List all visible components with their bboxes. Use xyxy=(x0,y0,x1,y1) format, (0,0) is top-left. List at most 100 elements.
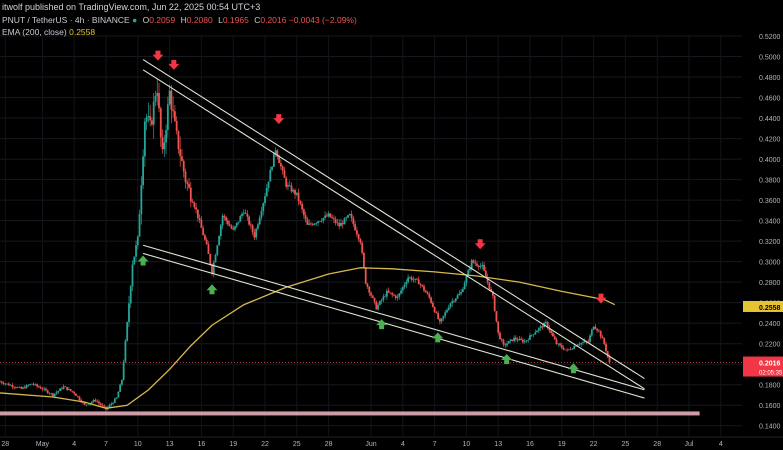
candle-body xyxy=(460,291,462,294)
time-tick-label: 25 xyxy=(622,441,630,448)
support-level-line xyxy=(0,411,700,416)
candle-body xyxy=(311,224,314,225)
candle-body xyxy=(546,321,549,328)
candle-body xyxy=(99,403,102,405)
candle-body xyxy=(439,318,441,322)
price-tick-label: 0.3000 xyxy=(759,260,781,267)
candle-body xyxy=(567,349,570,351)
price-tick-label: 0.2800 xyxy=(759,280,781,287)
candle-body xyxy=(527,339,530,341)
candle-body xyxy=(596,328,599,331)
candle-body xyxy=(502,340,505,345)
price-tick-label: 0.3400 xyxy=(759,219,781,226)
low-value: 0.1965 xyxy=(222,15,249,25)
candle-body xyxy=(119,384,122,392)
candle-body xyxy=(45,388,47,391)
down-arrow-marker xyxy=(595,293,607,304)
candle-body xyxy=(90,401,93,404)
candle-body xyxy=(308,223,311,225)
candles-group xyxy=(0,79,611,412)
candle-body xyxy=(419,284,422,285)
candle-body xyxy=(113,398,116,403)
candle-body xyxy=(437,312,440,319)
candle-body xyxy=(110,403,113,405)
candle-body xyxy=(484,270,487,277)
candle-body xyxy=(129,286,132,304)
candle-body xyxy=(124,340,127,362)
time-tick-label: 22 xyxy=(261,441,269,448)
candle-body xyxy=(359,239,362,243)
candle-body xyxy=(440,318,443,322)
candle-body xyxy=(101,404,104,406)
candle-body xyxy=(85,404,88,406)
candle-body xyxy=(483,264,485,271)
candle-body xyxy=(451,300,454,304)
symbol-label[interactable]: PNUT / TetherUS · 4h · BINANCE xyxy=(2,15,130,25)
candle-body xyxy=(338,222,341,227)
candle-body xyxy=(539,326,542,329)
candle-body xyxy=(211,264,213,274)
ema-label: EMA (200, close) xyxy=(2,27,67,37)
low-label: L xyxy=(218,15,223,25)
candle-body xyxy=(184,171,187,183)
candle-body xyxy=(416,278,418,280)
candle-body xyxy=(520,338,523,340)
candle-body xyxy=(605,343,607,352)
candle-body xyxy=(83,402,86,405)
candle-body xyxy=(370,292,372,296)
candle-body xyxy=(315,223,318,224)
candle-body xyxy=(112,402,114,404)
candle-body xyxy=(269,169,272,182)
candle-body xyxy=(264,196,266,204)
candle-body xyxy=(94,400,97,402)
candle-body xyxy=(216,245,219,255)
down-arrow-marker xyxy=(273,114,285,125)
candle-body xyxy=(403,284,406,288)
lower-trendline-outer xyxy=(142,244,645,391)
candle-body xyxy=(195,207,197,210)
candle-body xyxy=(41,388,44,390)
time-tick-label: 22 xyxy=(590,441,598,448)
ema-indicator-line[interactable]: EMA (200, close) 0.2558 xyxy=(2,27,95,37)
candle-body xyxy=(557,343,560,345)
price-tick-label: 0.2400 xyxy=(759,321,781,328)
candle-body xyxy=(424,290,427,293)
candle-body xyxy=(523,341,526,343)
time-tick-label: Jul xyxy=(685,441,694,448)
time-tick-label: 7 xyxy=(433,441,437,448)
candle-body xyxy=(281,166,284,171)
candle-body xyxy=(193,202,196,208)
candle-body xyxy=(599,330,602,337)
candle-body xyxy=(64,386,67,387)
ema-value: 0.2558 xyxy=(69,27,96,37)
candle-body xyxy=(463,283,466,290)
candle-body xyxy=(50,393,53,394)
candle-body xyxy=(142,156,144,186)
candle-body xyxy=(287,185,289,187)
candle-body xyxy=(327,213,330,217)
candle-body xyxy=(348,214,351,216)
candle-body xyxy=(181,156,183,161)
candle-body xyxy=(465,276,468,284)
candle-body xyxy=(433,306,436,313)
candle-body xyxy=(582,342,584,343)
price-tick-label: 0.1600 xyxy=(759,403,781,410)
candle-body xyxy=(218,236,220,246)
open-value: 0.2059 xyxy=(149,15,176,25)
candle-body xyxy=(341,223,344,225)
candle-body xyxy=(357,234,360,240)
candle-body xyxy=(378,301,381,305)
candle-body xyxy=(290,185,293,192)
candle-body xyxy=(239,216,242,222)
candle-body xyxy=(55,392,58,394)
time-tick-label: 28 xyxy=(325,441,333,448)
candle-body xyxy=(550,330,553,334)
time-tick-label: 10 xyxy=(463,441,471,448)
candle-body xyxy=(191,201,194,203)
candle-body xyxy=(435,312,438,313)
candle-body xyxy=(499,332,501,340)
candle-body xyxy=(576,344,579,347)
price-tick-label: 0.2200 xyxy=(759,342,781,349)
